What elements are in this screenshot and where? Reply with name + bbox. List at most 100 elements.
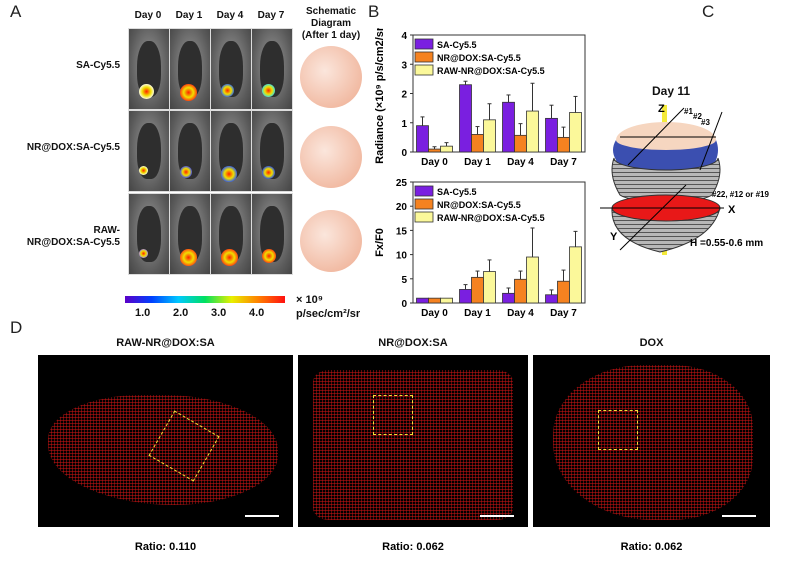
tissue-title: DOX	[639, 337, 664, 349]
y-tick-label: 25	[396, 178, 408, 189]
y-tick-label: 10	[396, 251, 408, 262]
tissue-image	[38, 355, 293, 527]
legend-label: RAW-NR@DOX:SA-Cy5.5	[437, 66, 545, 76]
ratio-label: Ratio: 0.062	[620, 541, 683, 553]
x-tick-label: Day 1	[464, 157, 491, 168]
colorbar-tick: 1.0	[135, 307, 151, 319]
day-header: Day 7	[257, 10, 285, 21]
slice-middle-label: #22, #12 or #19	[712, 190, 769, 199]
bar	[569, 112, 582, 153]
slice-1-label: #1	[684, 107, 693, 116]
schematic-title: Schematic Diagram (After 1 day)	[301, 6, 361, 41]
legend-swatch	[414, 38, 434, 50]
x-tick-label: Day 1	[464, 308, 491, 319]
schematic-macrophages	[300, 210, 362, 272]
y-tick-label: 3	[401, 60, 407, 71]
row-label: RAW- NR@DOX:SA-Cy5.5	[26, 225, 120, 248]
ratio-label: Ratio: 0.062	[382, 541, 444, 553]
legend-label: SA-Cy5.5	[437, 40, 477, 50]
schematic-nanorods	[300, 126, 362, 188]
legend-swatch	[414, 51, 434, 63]
day-title: Day 11	[652, 84, 691, 98]
bar	[428, 148, 441, 153]
x-tick-label: Day 7	[550, 157, 577, 168]
legend-swatch	[414, 185, 434, 197]
x-axis-label: X	[728, 204, 736, 216]
slice-height-label: H =0.55-0.6 mm	[690, 238, 763, 249]
tissue-title: RAW-NR@DOX:SA	[116, 337, 215, 349]
y-tick-label: 15	[396, 226, 408, 237]
day-header: Day 1	[175, 10, 203, 21]
bar	[440, 297, 453, 304]
bar	[428, 297, 441, 304]
ratio-label: Ratio: 0.110	[134, 541, 197, 553]
colorbar	[125, 296, 285, 303]
y-tick-label: 5	[401, 275, 407, 286]
bar	[416, 297, 429, 304]
bar	[471, 276, 484, 304]
tissue-image	[533, 355, 770, 527]
bar	[502, 292, 515, 304]
day-header: Day 4	[216, 10, 244, 21]
panel-label-c: C	[702, 2, 715, 21]
schematic-free-dye	[300, 46, 362, 108]
day-header: Day 0	[134, 10, 162, 21]
legend-label: NR@DOX:SA-Cy5.5	[437, 53, 521, 63]
bar	[483, 119, 496, 153]
y-tick-label: 0	[401, 299, 407, 310]
fold-change-chart: 0 5 10 15 20 25 Fx/F0 Day 0 Day 1 Day 4 Day 7 SA-Cy…	[374, 178, 586, 319]
x-tick-label: Day 7	[550, 308, 577, 319]
bar	[471, 134, 484, 153]
tumor-slicing-diagram: Z X Y #1 #2 #3 #22, #12 or #19 H =0.55-0…	[600, 103, 769, 255]
scale-bar	[245, 515, 279, 517]
y-tick-label: 0	[401, 148, 407, 159]
y-axis-label: Fx/F0	[374, 228, 386, 257]
legend-label: SA-Cy5.5	[437, 187, 477, 197]
z-axis-label: Z	[658, 103, 665, 115]
bar	[557, 280, 570, 304]
mouse-image	[251, 110, 293, 192]
bar	[526, 110, 539, 153]
bar	[545, 117, 558, 153]
x-tick-label: Day 0	[421, 157, 448, 168]
bar	[459, 289, 472, 304]
colorbar-tick: 4.0	[249, 307, 265, 319]
mouse-image	[128, 28, 170, 110]
plot-frame	[412, 181, 586, 304]
slice-2-label: #2	[693, 112, 702, 121]
panel-label-b: B	[368, 2, 380, 21]
x-tick-label: Day 4	[507, 308, 534, 319]
colorbar-scale: × 10⁹	[296, 294, 323, 306]
bar	[545, 294, 558, 304]
legend-label: RAW-NR@DOX:SA-Cy5.5	[437, 213, 545, 223]
colorbar-tick: 2.0	[173, 307, 189, 319]
bar	[526, 256, 539, 304]
tissue-image	[298, 355, 528, 527]
bar	[514, 134, 527, 153]
mouse-image	[251, 193, 293, 275]
mouse-image	[210, 193, 252, 275]
mouse-image	[251, 28, 293, 110]
mouse-image	[169, 28, 211, 110]
y-axis-label: Y	[610, 231, 618, 243]
mouse-image	[128, 193, 170, 275]
slice-3-label: #3	[701, 118, 710, 127]
row-label: SA-Cy5.5	[76, 60, 120, 71]
colorbar-unit: p/sec/cm²/sr	[296, 308, 361, 320]
bar	[459, 84, 472, 153]
panel-label-a: A	[10, 2, 22, 21]
legend-swatch	[414, 64, 434, 76]
x-tick-label: Day 4	[507, 157, 534, 168]
bar	[440, 145, 453, 153]
y-tick-label: 20	[396, 202, 408, 213]
mouse-image	[169, 110, 211, 192]
scale-bar	[722, 515, 756, 517]
bar	[514, 278, 527, 304]
bar	[557, 136, 570, 153]
colorbar-tick: 3.0	[211, 307, 227, 319]
roi-box	[373, 395, 413, 435]
y-axis-label: Radiance (×10⁹ p/s/cm2/sr)	[374, 28, 386, 164]
radiance-chart: 0 1 2 3 4 Radiance (×10⁹ p/s/cm2/sr) Day 0 Day …	[374, 28, 586, 168]
bar	[569, 246, 582, 304]
